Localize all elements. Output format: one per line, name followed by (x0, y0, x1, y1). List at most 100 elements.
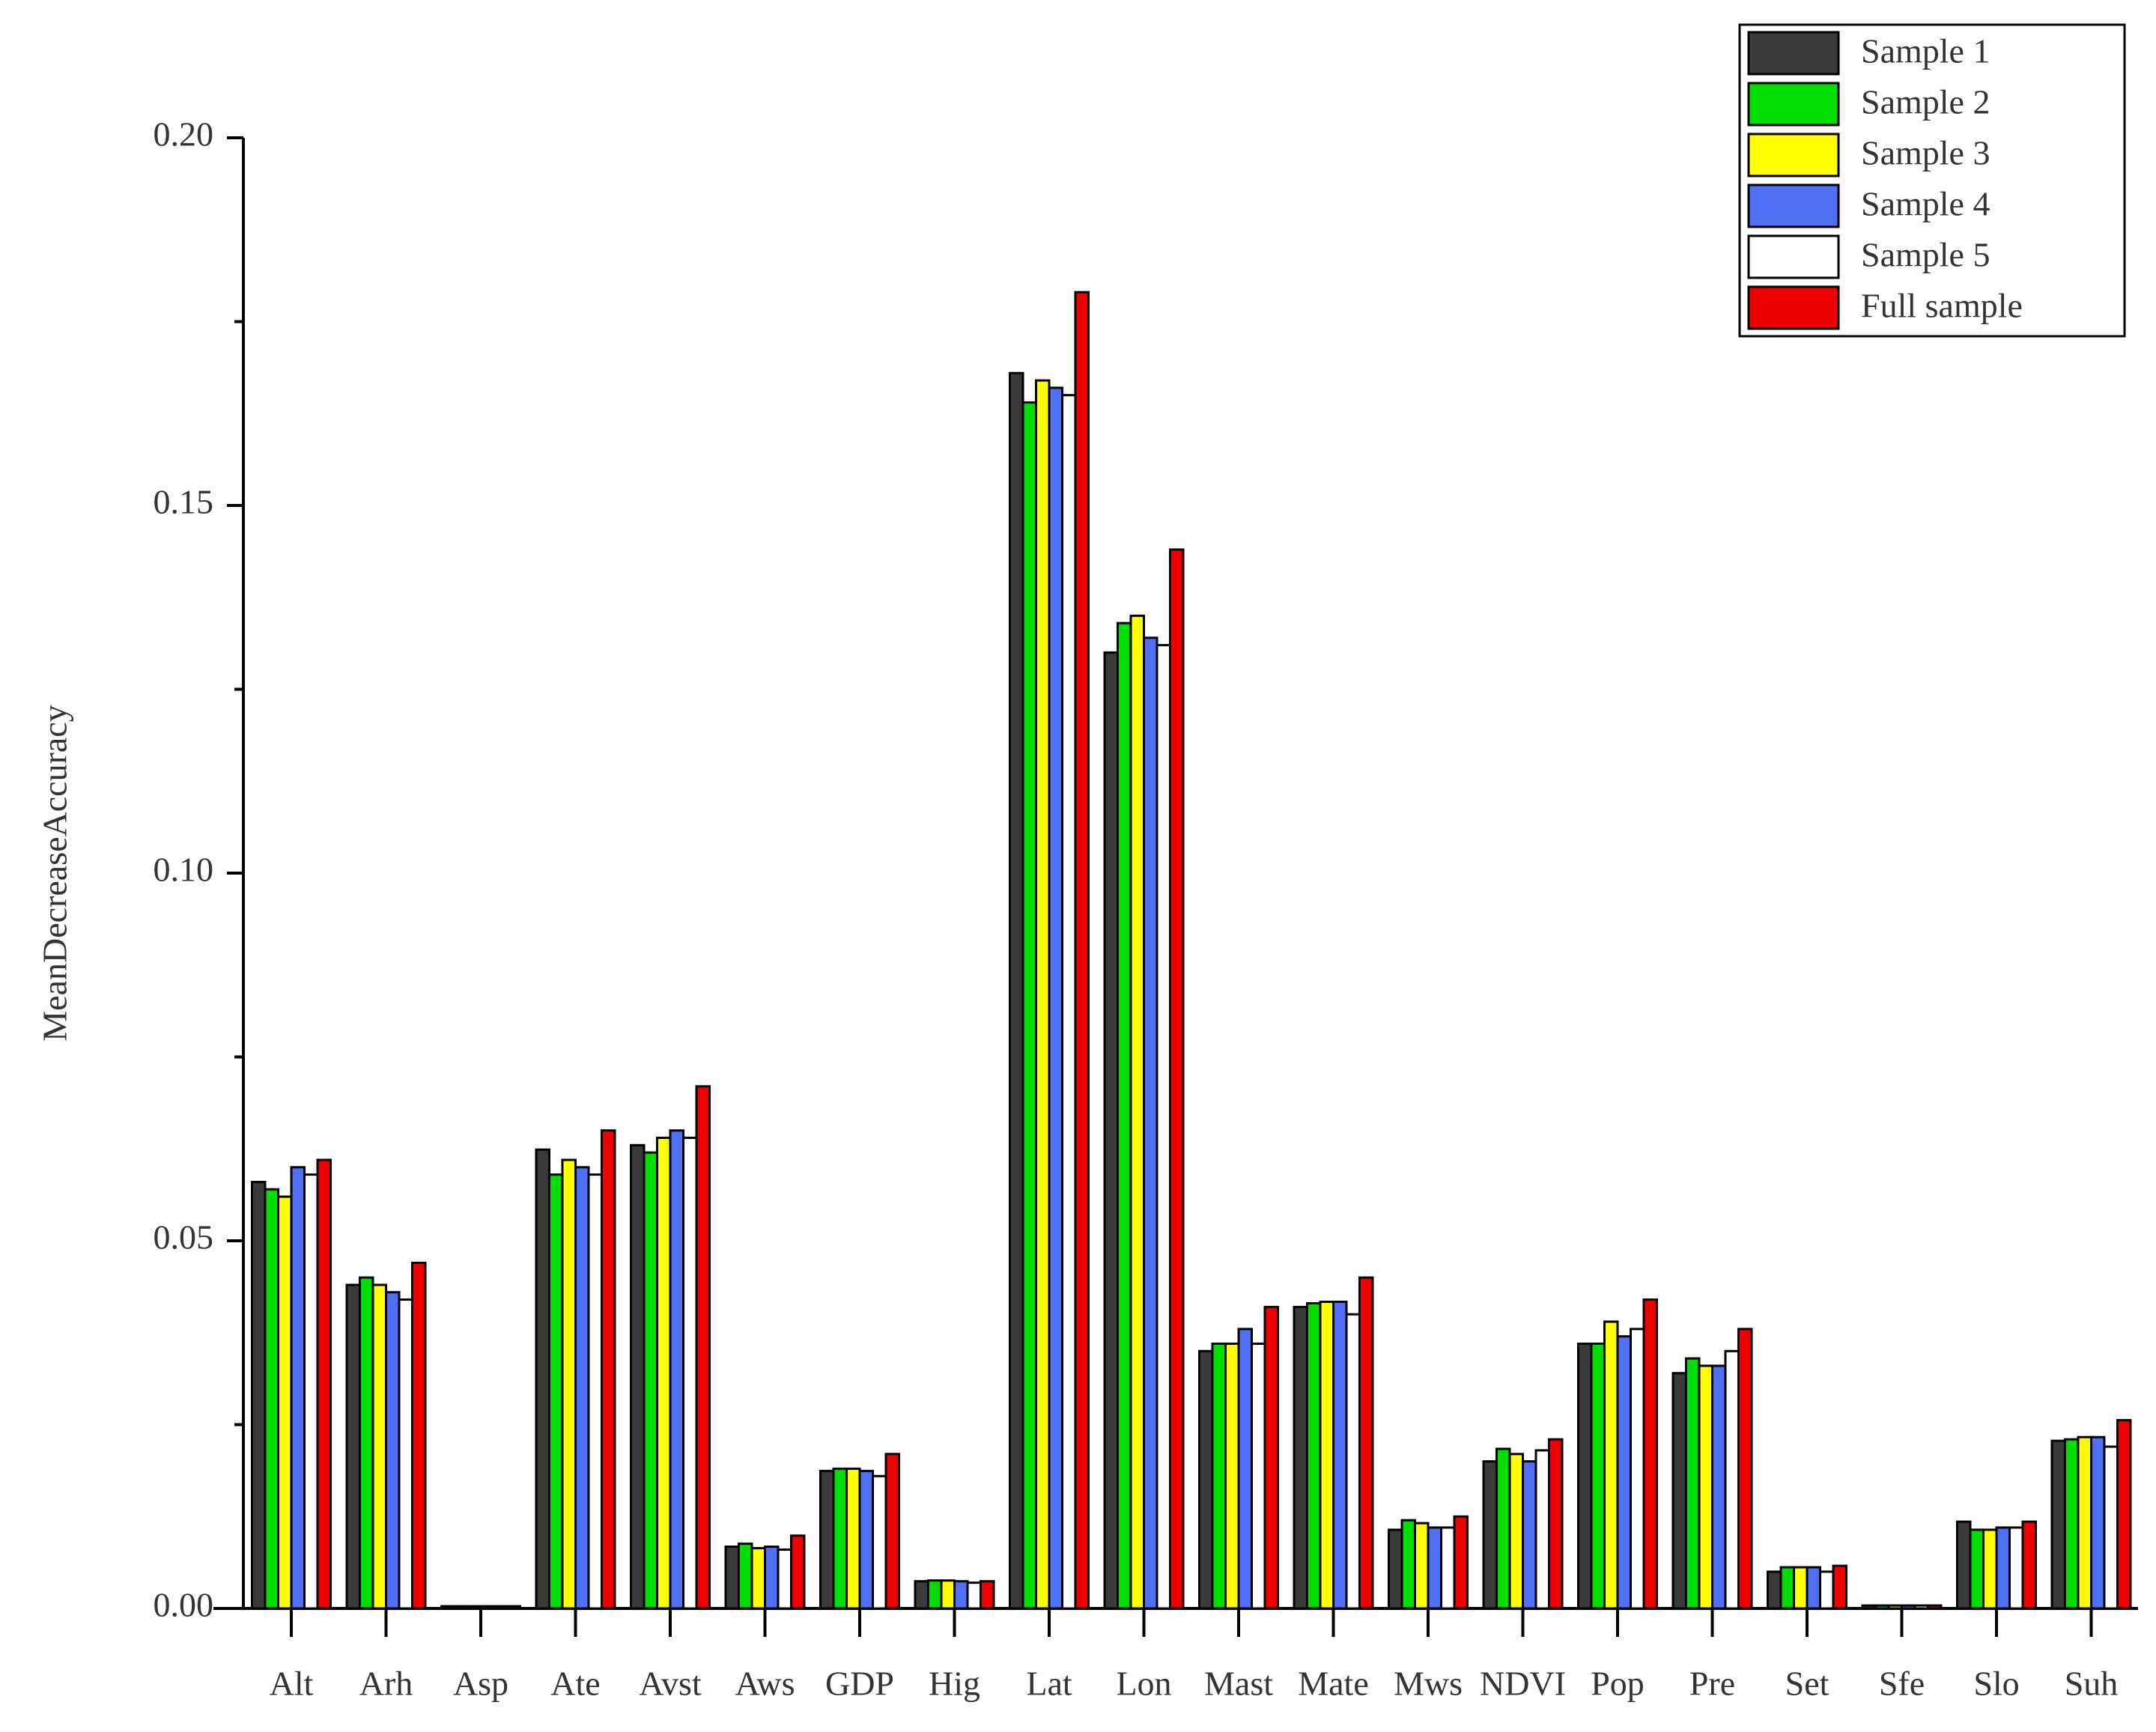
bar (505, 1605, 521, 1610)
bar (1224, 1342, 1240, 1610)
bar (1198, 1349, 1214, 1610)
bar (1453, 1515, 1469, 1610)
bar (914, 1580, 929, 1610)
bar (1995, 1526, 2011, 1610)
bar (777, 1548, 792, 1610)
bar (1548, 1438, 1564, 1610)
bar (1440, 1526, 1456, 1610)
bar (1306, 1301, 1322, 1610)
legend-label: Sample 3 (1861, 134, 1990, 172)
bar (1806, 1566, 1821, 1610)
bar (316, 1158, 332, 1610)
bar (1577, 1342, 1593, 1610)
x-tick-label: Lon (1116, 1665, 1171, 1703)
bar (1642, 1298, 1658, 1610)
legend-label: Sample 2 (1861, 83, 1990, 121)
x-tick-label: Pop (1591, 1665, 1645, 1703)
bar (845, 1467, 861, 1610)
bar (601, 1129, 616, 1610)
bar (1345, 1313, 1361, 1610)
bar (1982, 1528, 1998, 1610)
x-tick-label: Pre (1689, 1665, 1735, 1703)
bar (1874, 1604, 1890, 1610)
bar (1129, 614, 1145, 1610)
bar (1400, 1519, 1416, 1610)
bar (1887, 1604, 1903, 1610)
bar (1603, 1320, 1619, 1610)
bar (724, 1546, 740, 1610)
bar (858, 1469, 874, 1610)
bar (750, 1546, 766, 1610)
bar (1913, 1604, 1929, 1610)
bar (587, 1173, 603, 1610)
bar (966, 1581, 982, 1610)
bar (1482, 1460, 1498, 1610)
x-tick-label: NDVI (1480, 1665, 1566, 1703)
bar (345, 1283, 361, 1610)
bar (940, 1579, 956, 1610)
bar (303, 1173, 319, 1610)
bar (884, 1453, 900, 1610)
x-tick-label: GDP (825, 1665, 894, 1703)
bar (535, 1148, 550, 1610)
bar (682, 1137, 698, 1610)
bar (1901, 1604, 1916, 1610)
bar (1616, 1335, 1632, 1610)
bar (1414, 1522, 1430, 1610)
bar (764, 1546, 780, 1610)
bar (630, 1143, 646, 1610)
bar (953, 1580, 969, 1610)
legend-label: Sample 5 (1861, 236, 1990, 274)
bar (2116, 1419, 2132, 1610)
y-tick-label: 0.10 (154, 851, 214, 889)
bar (1534, 1449, 1550, 1610)
bar (467, 1605, 482, 1610)
bar (1819, 1570, 1835, 1610)
bar (1021, 401, 1037, 1610)
bar (548, 1173, 564, 1610)
x-tick-label: Slo (1973, 1665, 2019, 1703)
bar (1048, 386, 1063, 1610)
bar (1767, 1570, 1782, 1610)
bar (371, 1283, 387, 1610)
bar (277, 1195, 293, 1610)
legend-label: Full sample (1861, 287, 2023, 325)
x-tick-label: Lat (1026, 1665, 1072, 1703)
legend-swatch (1747, 31, 1840, 76)
bar (2090, 1435, 2106, 1610)
legend-label: Sample 1 (1861, 32, 1990, 70)
bar (1061, 394, 1077, 1610)
x-tick-label: Mast (1204, 1665, 1273, 1703)
bar (1861, 1604, 1877, 1610)
bar (1074, 291, 1090, 1610)
x-tick-label: Mws (1394, 1665, 1463, 1703)
bar (1263, 1305, 1279, 1610)
bar (1103, 651, 1119, 1610)
bar (1237, 1328, 1253, 1610)
bar (574, 1166, 590, 1610)
bar (738, 1543, 753, 1610)
bar (1427, 1526, 1442, 1610)
bar (561, 1158, 577, 1610)
x-tick-label: Mate (1298, 1665, 1369, 1703)
bar (290, 1166, 306, 1610)
x-tick-label: Suh (2065, 1665, 2119, 1703)
bar (1293, 1305, 1308, 1610)
bar (359, 1276, 374, 1610)
x-tick-label: Set (1785, 1665, 1829, 1703)
bar (1969, 1528, 1985, 1610)
bar (1927, 1604, 1943, 1610)
bar (1832, 1564, 1847, 1610)
bar (980, 1580, 995, 1610)
legend-swatch (1747, 133, 1840, 177)
bar (1793, 1566, 1809, 1610)
bar (398, 1298, 413, 1610)
bar (493, 1605, 508, 1610)
bar (2021, 1520, 2037, 1610)
bar (669, 1129, 684, 1610)
x-tick-label: Arh (359, 1665, 413, 1703)
bar (1711, 1364, 1727, 1610)
bar (1779, 1566, 1795, 1610)
